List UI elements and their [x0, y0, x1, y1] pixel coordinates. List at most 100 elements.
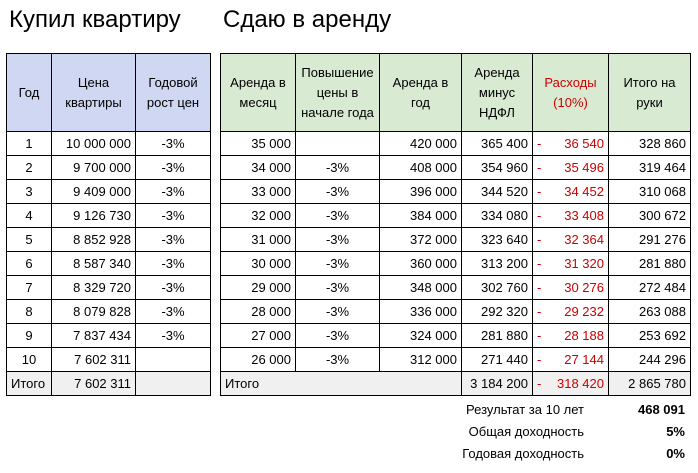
table-cell: -3% — [295, 203, 380, 228]
table-cell: 8 852 928 — [51, 227, 136, 252]
table-cell: 300 672 — [608, 203, 691, 228]
minus-sign: - — [537, 304, 542, 319]
expense-cell: - 31 320 — [532, 251, 609, 276]
table-cell: -3% — [135, 299, 211, 324]
table-cell: 31 000 — [220, 227, 296, 252]
table-cell: -3% — [295, 299, 380, 324]
table-cell: 9 — [6, 323, 52, 348]
table-cell: 336 000 — [379, 299, 462, 324]
table-cell: -3% — [135, 203, 211, 228]
table-row: 29 000 -3% 348 000 302 760- 30 276 272 484 — [220, 275, 691, 300]
header-year: Год — [6, 53, 52, 132]
table-cell: 35 000 — [220, 131, 296, 156]
table-cell: 319 464 — [608, 155, 691, 180]
header-rent-net: Аренда минус НДФЛ — [461, 53, 533, 132]
total-row: Итого 3 184 200-318 420 2 865 780 — [220, 371, 691, 396]
expense-cell: - 35 496 — [532, 155, 609, 180]
expense-value: 318 420 — [557, 376, 604, 391]
expense-cell: - 36 540 — [532, 131, 609, 156]
table-cell: -3% — [295, 275, 380, 300]
total-expenses: -318 420 — [532, 371, 609, 396]
expense-value: 27 144 — [564, 352, 604, 367]
table-cell: 291 276 — [608, 227, 691, 252]
table-cell: 8 — [6, 299, 52, 324]
table-cell: 29 000 — [220, 275, 296, 300]
header-price: Цена квартиры — [51, 53, 136, 132]
expense-value: 30 276 — [564, 280, 604, 295]
table-cell: 408 000 — [379, 155, 462, 180]
table-cell: 372 000 — [379, 227, 462, 252]
minus-sign: - — [537, 184, 542, 199]
summary-value: 5% — [666, 424, 685, 439]
summary-label: Общая доходность — [468, 424, 584, 439]
table-cell: 263 088 — [608, 299, 691, 324]
table-row: 33 000 -3% 396 000 344 520- 34 452 310 068 — [220, 179, 691, 204]
table-cell: 30 000 — [220, 251, 296, 276]
table-cell: -3% — [135, 275, 211, 300]
total-label: Итого — [220, 371, 462, 396]
table-cell: -3% — [295, 227, 380, 252]
table-cell: 8 587 340 — [51, 251, 136, 276]
table-cell: -3% — [295, 155, 380, 180]
table-cell: 6 — [6, 251, 52, 276]
table-row: 10 7 602 311 — [6, 347, 211, 372]
total-cell — [135, 371, 211, 396]
expense-value: 29 232 — [564, 304, 604, 319]
table-cell: 8 079 828 — [51, 299, 136, 324]
expense-cell: - 33 408 — [532, 203, 609, 228]
table-cell: 396 000 — [379, 179, 462, 204]
expense-value: 32 364 — [564, 232, 604, 247]
table-cell: -3% — [295, 179, 380, 204]
table-cell: 384 000 — [379, 203, 462, 228]
summary-value: 468 091 — [638, 402, 685, 417]
summary-row: Результат за 10 лет 468 091 — [430, 402, 685, 422]
table-cell: 33 000 — [220, 179, 296, 204]
buy-title: Купил квартиру — [9, 6, 181, 33]
table-row: 34 000 -3% 408 000 354 960- 35 496 319 464 — [220, 155, 691, 180]
table-row: 26 000 -3% 312 000 271 440- 27 144 244 296 — [220, 347, 691, 372]
table-cell: 348 000 — [379, 275, 462, 300]
table-cell: 1 — [6, 131, 52, 156]
buy-table: Год Цена квартиры Годовой рост цен 1 10 0… — [6, 53, 211, 396]
table-cell: 4 — [6, 203, 52, 228]
header-price-increase: Повышение цены в начале года — [295, 53, 380, 132]
table-cell: 7 602 311 — [51, 347, 136, 372]
header-rent-year: Аренда в год — [379, 53, 462, 132]
table-cell: 271 440 — [461, 347, 533, 372]
table-cell: 328 860 — [608, 131, 691, 156]
table-cell: 313 200 — [461, 251, 533, 276]
table-cell: 292 320 — [461, 299, 533, 324]
table-cell: 365 400 — [461, 131, 533, 156]
table-cell: 2 — [6, 155, 52, 180]
table-cell: -3% — [295, 251, 380, 276]
expense-value: 31 320 — [564, 256, 604, 271]
table-cell — [135, 347, 211, 372]
table-row: 1 10 000 000 -3% — [6, 131, 211, 156]
table-cell: -3% — [135, 155, 211, 180]
expense-cell: - 29 232 — [532, 299, 609, 324]
total-take-home: 2 865 780 — [608, 371, 691, 396]
table-cell: 5 — [6, 227, 52, 252]
table-cell: -3% — [135, 179, 211, 204]
header-rent-month: Аренда в месяц — [220, 53, 296, 132]
header-expenses: Расходы (10%) — [532, 53, 609, 132]
table-cell: 9 700 000 — [51, 155, 136, 180]
table-cell: 420 000 — [379, 131, 462, 156]
expense-cell: - 34 452 — [532, 179, 609, 204]
total-row: Итого 7 602 311 — [6, 371, 211, 396]
table-cell: -3% — [135, 323, 211, 348]
expense-cell: - 32 364 — [532, 227, 609, 252]
table-cell: -3% — [295, 347, 380, 372]
table-cell: 324 000 — [379, 323, 462, 348]
table-cell: 10 — [6, 347, 52, 372]
rent-table: Аренда в месяц Повышение цены в начале г… — [220, 53, 691, 396]
expense-cell: - 30 276 — [532, 275, 609, 300]
table-row: 32 000 -3% 384 000 334 080- 33 408 300 672 — [220, 203, 691, 228]
table-cell: 312 000 — [379, 347, 462, 372]
table-cell: 26 000 — [220, 347, 296, 372]
table-cell: 253 692 — [608, 323, 691, 348]
table-cell: 281 880 — [461, 323, 533, 348]
